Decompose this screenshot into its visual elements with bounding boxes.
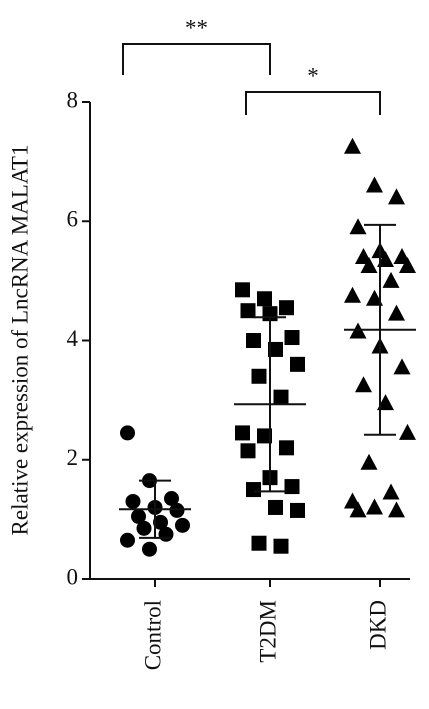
error-bar bbox=[254, 316, 286, 493]
data-point bbox=[131, 508, 146, 524]
data-point bbox=[251, 535, 267, 551]
data-point bbox=[344, 137, 361, 154]
data-point bbox=[388, 501, 405, 518]
data-point bbox=[235, 425, 250, 441]
data-point bbox=[273, 538, 289, 554]
data-point bbox=[273, 389, 289, 405]
y-tick-label: 2 bbox=[67, 445, 79, 470]
data-point bbox=[366, 498, 383, 515]
error-bar bbox=[364, 223, 396, 436]
data-point bbox=[344, 286, 361, 303]
data-point bbox=[399, 423, 416, 440]
data-point bbox=[120, 532, 135, 548]
significance-label: ** bbox=[185, 15, 208, 40]
data-point bbox=[382, 271, 400, 288]
data-point bbox=[175, 517, 190, 533]
data-point bbox=[246, 333, 261, 348]
data-point bbox=[279, 440, 294, 456]
data-point bbox=[284, 479, 300, 495]
data-point bbox=[284, 330, 300, 346]
data-point bbox=[393, 358, 411, 375]
data-point bbox=[377, 394, 394, 411]
data-point bbox=[235, 282, 250, 298]
data-point bbox=[257, 291, 272, 307]
data-point bbox=[257, 428, 272, 444]
data-point bbox=[158, 526, 174, 542]
data-point bbox=[366, 176, 383, 193]
data-point bbox=[388, 188, 405, 205]
data-point bbox=[120, 425, 135, 441]
x-tick-label: DKD bbox=[365, 600, 390, 650]
data-point bbox=[268, 341, 283, 357]
x-tick-label: T2DM bbox=[255, 600, 280, 663]
data-point bbox=[290, 502, 305, 518]
y-axis-label: Relative expression of LncRNA MALAT1 bbox=[7, 145, 32, 536]
y-tick-label: 8 bbox=[67, 87, 79, 112]
data-point bbox=[279, 300, 294, 316]
data-point bbox=[290, 356, 305, 372]
error-bar bbox=[139, 479, 171, 539]
data-point bbox=[349, 501, 367, 518]
data-point bbox=[142, 541, 157, 557]
data-point bbox=[153, 514, 168, 530]
significance-label: * bbox=[307, 63, 319, 88]
y-tick-label: 0 bbox=[67, 564, 79, 589]
data-point bbox=[251, 368, 267, 384]
significance-bracket bbox=[122, 43, 271, 75]
data-point bbox=[169, 502, 185, 518]
data-point bbox=[268, 499, 283, 515]
y-tick-label: 6 bbox=[67, 207, 79, 232]
data-point bbox=[360, 256, 378, 273]
data-point bbox=[388, 304, 405, 321]
data-point bbox=[355, 376, 372, 393]
data-point bbox=[240, 303, 256, 319]
data-point bbox=[164, 491, 179, 507]
x-tick-label: Control bbox=[140, 600, 165, 670]
data-point bbox=[377, 251, 394, 268]
data-point bbox=[366, 289, 383, 306]
data-point bbox=[240, 443, 256, 459]
data-point bbox=[349, 218, 367, 235]
significance-bracket bbox=[245, 91, 381, 115]
data-point bbox=[382, 483, 400, 500]
y-tick-label: 4 bbox=[67, 326, 79, 351]
data-point bbox=[136, 520, 152, 536]
data-point bbox=[360, 453, 378, 470]
data-point bbox=[125, 493, 141, 509]
data-point bbox=[399, 256, 416, 273]
data-point bbox=[246, 482, 261, 498]
